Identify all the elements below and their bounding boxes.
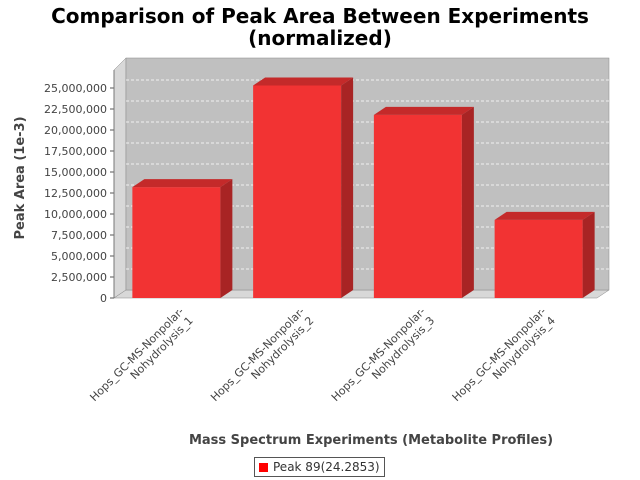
x-tick-label-1: Hops_GC-MS-Nonpolar-Nohydrolysis_1 [87, 305, 195, 413]
bar-front [494, 219, 583, 298]
bar-side [220, 179, 233, 298]
x-tick-label-4: Hops_GC-MS-Nonpolar-Nohydrolysis_4 [450, 305, 558, 413]
chart-legend: Peak 89(24.2853) [254, 457, 385, 477]
x-axis-label: Mass Spectrum Experiments (Metabolite Pr… [189, 433, 553, 448]
y-axis-label: Peak Area (1e-3) [13, 116, 28, 239]
bar-front [132, 187, 221, 298]
legend-swatch [259, 462, 268, 472]
bar-top [253, 77, 354, 86]
x-tick-label-2: Hops_GC-MS-Nonpolar-Nohydrolysis_2 [208, 305, 316, 413]
legend-label-peak-89: Peak 89(24.2853) [273, 460, 380, 474]
bar-top [494, 211, 595, 220]
bar-3 [373, 106, 474, 298]
bar-2 [253, 77, 354, 298]
bar-top [373, 106, 474, 115]
chart-title-line2: (normalized) [248, 26, 392, 50]
bar-side [582, 211, 595, 298]
bar-1 [132, 179, 233, 298]
y-tick-label: 7,500,000 [51, 229, 107, 242]
x-tick-label-3: Hops_GC-MS-Nonpolar-Nohydrolysis_3 [329, 305, 437, 413]
bar-side [461, 106, 474, 298]
bar-front [253, 85, 342, 298]
chart-title-line1: Comparison of Peak Area Between Experime… [51, 4, 589, 28]
y-tick-label: 2,500,000 [51, 271, 107, 284]
y-tick-label: 15,000,000 [44, 166, 107, 179]
y-tick-label: 25,000,000 [44, 82, 107, 95]
y-tick-label: 12,500,000 [44, 187, 107, 200]
bar-side [341, 77, 354, 298]
y-tick-label: 22,500,000 [44, 103, 107, 116]
y-tick-label: 10,000,000 [44, 208, 107, 221]
plot-left-wall [113, 57, 127, 299]
y-tick-label: 5,000,000 [51, 250, 107, 263]
y-tick-label: 17,500,000 [44, 145, 107, 158]
y-tick-label: 0 [100, 292, 107, 305]
bar-4 [494, 211, 595, 298]
bar-top [132, 179, 233, 188]
y-tick-label: 20,000,000 [44, 124, 107, 137]
bar-front [373, 114, 462, 298]
